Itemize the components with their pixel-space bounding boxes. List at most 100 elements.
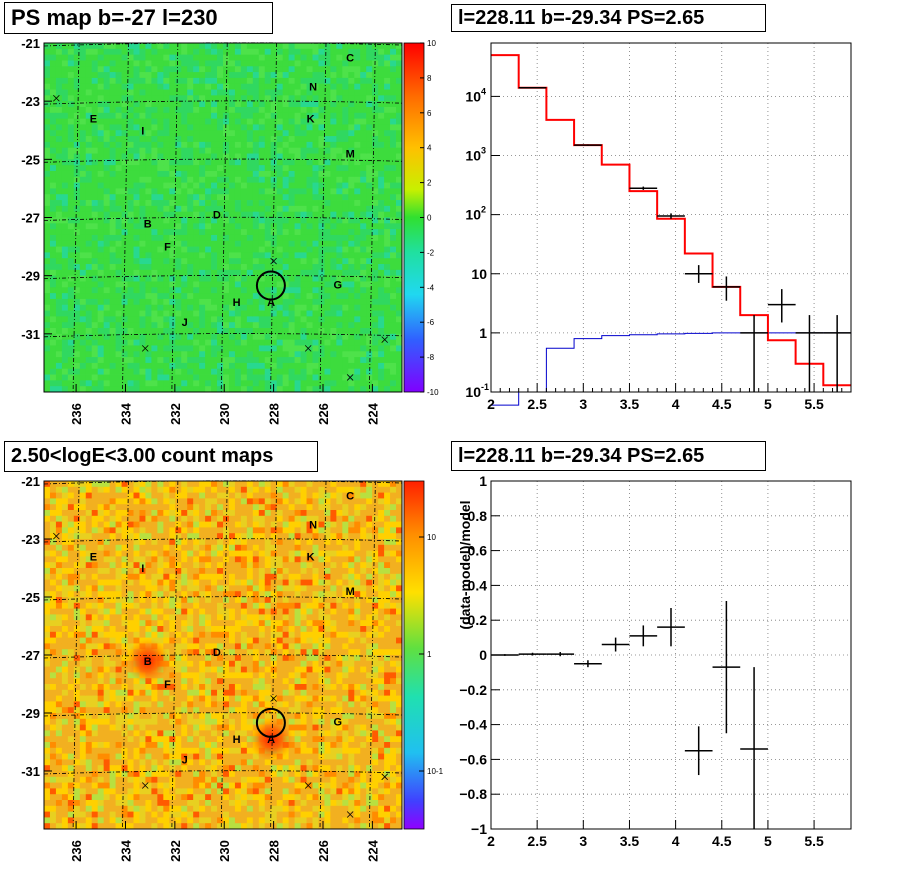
ps-pixel (396, 48, 403, 56)
ps-pixel (396, 339, 403, 346)
ps-pixel (223, 310, 230, 317)
count-pixel (49, 736, 57, 743)
count-pixel (49, 753, 57, 760)
ps-pixel (252, 165, 260, 172)
ps-pixel (121, 362, 128, 370)
ps-pixel (127, 258, 134, 265)
ps-pixel (366, 170, 373, 178)
ps-pixel (396, 345, 403, 352)
ps-pixel (103, 66, 111, 73)
ps-pixel (163, 200, 170, 207)
ps-pixel (55, 258, 63, 265)
ps-pixel (79, 368, 87, 375)
count-pixel (91, 713, 99, 720)
count-pixel (67, 660, 75, 667)
count-pixel (55, 655, 63, 662)
ps-pixel (193, 252, 200, 259)
ps-pixel (354, 54, 361, 61)
ps-pixel (366, 118, 373, 125)
count-pixel (97, 527, 105, 534)
ps-pixel (139, 194, 146, 201)
ps-pixel (151, 234, 158, 242)
ps-pixel (342, 77, 349, 85)
ps-pixel (151, 194, 158, 201)
ps-pixel (187, 229, 194, 236)
ps-pixel (211, 339, 218, 346)
ps-pixel (67, 106, 75, 114)
ps-pixel (145, 48, 152, 56)
ps-pixel (97, 310, 105, 317)
ps-pixel (282, 386, 290, 393)
ps-pixel (157, 339, 164, 346)
ps-pixel (175, 101, 182, 108)
ps-pixel (378, 264, 385, 271)
count-pixel (85, 765, 93, 772)
ps-pixel (44, 66, 51, 73)
ps-pixel (67, 351, 75, 358)
ps-pixel (163, 66, 170, 73)
count-pixel (61, 684, 69, 691)
count-pixel (157, 759, 164, 766)
ps-pixel (181, 83, 188, 90)
ps-pixel (44, 170, 51, 178)
ps-pixel (360, 246, 367, 253)
ps-pixel (103, 205, 111, 213)
count-pixel (157, 637, 164, 644)
ps-pixel (330, 118, 337, 125)
ps-pixel (366, 89, 373, 96)
ps-pixel (163, 362, 170, 370)
count-pixel (151, 585, 158, 592)
ps-pixel (181, 275, 188, 282)
ps-pixel (378, 188, 385, 195)
count-pixel (44, 573, 51, 580)
count-pixel (85, 510, 93, 517)
ps-pixel (187, 357, 194, 364)
count-pixel (103, 736, 111, 743)
count-pixel (115, 724, 122, 731)
count-pixel (55, 666, 63, 673)
count-pixel (157, 736, 164, 743)
ps-pixel (270, 106, 278, 114)
ps-pixel (67, 287, 75, 294)
ps-pixel (312, 328, 319, 335)
ps-pixel (234, 264, 242, 271)
ps-pixel (133, 380, 140, 387)
ps-pixel (67, 66, 75, 73)
count-pixel (127, 753, 134, 760)
ps-pixel (384, 269, 391, 277)
ps-pixel (127, 136, 134, 143)
ps-pixel (252, 310, 260, 317)
ps-pixel (390, 77, 397, 85)
ps-pixel (336, 165, 343, 172)
ps-pixel (157, 362, 164, 370)
ps-pixel (211, 72, 218, 79)
count-pixel (115, 747, 122, 754)
ps-pixel (300, 118, 307, 125)
ps-pixel (139, 89, 146, 96)
count-pixel (157, 539, 164, 546)
ps-pixel (300, 77, 307, 85)
ps-pixel (246, 298, 254, 306)
ps-pixel (44, 368, 51, 375)
count-pixel (91, 811, 99, 818)
count-pixel (44, 498, 51, 505)
ps-pixel (151, 48, 158, 56)
ps-pixel (73, 345, 81, 352)
ps-pixel (91, 298, 99, 306)
count-pixel (121, 556, 128, 563)
ps-pixel (354, 345, 361, 352)
ps-pixel (79, 194, 87, 201)
ps-pixel (294, 83, 301, 90)
ps-pixel (79, 281, 87, 288)
ps-pixel (163, 194, 170, 201)
ps-pixel (181, 101, 188, 108)
ps-pixel (121, 159, 128, 166)
count-pixel (127, 817, 134, 824)
ps-pixel (228, 316, 236, 323)
ps-pixel (282, 310, 290, 317)
ps-pixel (234, 170, 242, 178)
ps-pixel (390, 136, 397, 143)
count-pixel (133, 684, 140, 691)
ps-pixel (324, 374, 331, 381)
count-pixel (127, 765, 134, 772)
